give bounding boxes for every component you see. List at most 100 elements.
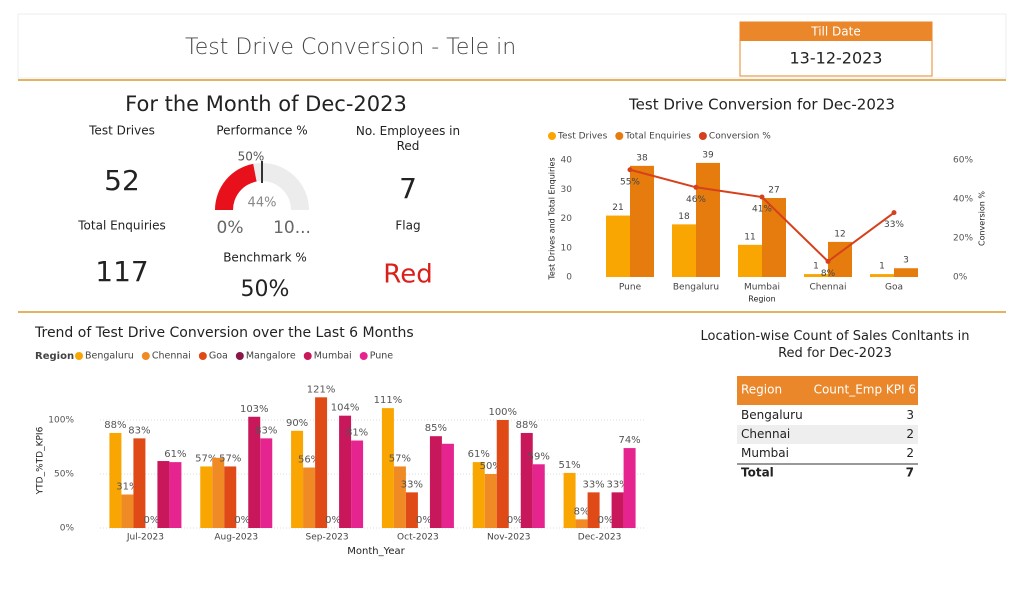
bar [762, 198, 786, 277]
y-tick-label: 30 [561, 185, 573, 195]
x-tick-label: Oct-2023 [397, 533, 439, 543]
data-label: 74% [618, 435, 640, 446]
bar [472, 462, 485, 528]
kpi-label: Benchmark % [223, 251, 307, 265]
x-tick-label: Chennai [810, 283, 847, 293]
legend-label: Bengaluru [85, 351, 134, 362]
legend-label: Goa [209, 351, 228, 362]
bar [870, 274, 894, 277]
legend-marker [615, 132, 624, 140]
data-label: 103% [240, 404, 269, 415]
bar [121, 494, 134, 528]
bar [484, 474, 497, 528]
page-title: Test Drive Conversion - Tele in [185, 35, 516, 60]
bar [157, 461, 170, 528]
x-tick-label: Pune [619, 283, 642, 293]
x-axis-title: Region [748, 295, 775, 304]
data-label: 11 [744, 232, 755, 242]
table-header-cell: Count_Emp KPI 6 [814, 383, 916, 397]
bar [441, 443, 454, 528]
data-label: 81% [346, 428, 368, 439]
data-label: 59% [528, 451, 550, 462]
x-tick-label: Jul-2023 [126, 533, 164, 543]
bar [563, 472, 576, 528]
data-label: 55% [620, 177, 640, 187]
data-label: 0% [507, 515, 523, 526]
bar [496, 420, 509, 528]
data-label: 104% [331, 403, 360, 414]
legend-marker [75, 352, 83, 360]
data-label: 56% [298, 455, 320, 466]
bar [696, 162, 720, 277]
data-label: 100% [488, 407, 517, 418]
data-label: 61% [164, 449, 186, 460]
y2-tick-label: 0% [953, 273, 968, 283]
data-label: 31% [116, 482, 138, 493]
data-label: 33% [401, 479, 423, 490]
bar [260, 438, 273, 528]
bar [804, 274, 828, 277]
bar [587, 492, 600, 528]
line-point [693, 184, 699, 190]
legend-label: Pune [370, 351, 394, 362]
y-tick-label: 0% [60, 524, 75, 534]
chart-title: Performance % [216, 124, 307, 138]
data-label: 88% [104, 420, 126, 431]
table-cell: Chennai [741, 427, 790, 441]
data-label: 57% [195, 453, 217, 464]
legend-label: Conversion % [709, 132, 771, 142]
bar [339, 415, 352, 528]
x-axis-title: Month_Year [347, 546, 405, 557]
bar [630, 165, 654, 277]
bar [429, 436, 442, 528]
date-box-band [740, 22, 932, 41]
data-label: 33% [582, 479, 604, 490]
data-label: 3 [903, 256, 909, 266]
gauge-value [215, 163, 257, 210]
legend-label: Mumbai [314, 351, 352, 362]
table-header [737, 376, 918, 405]
table-cell: 2 [906, 446, 914, 460]
x-tick-label: Mumbai [744, 283, 780, 293]
date-value: 13-12-2023 [790, 49, 883, 68]
x-tick-label: Nov-2023 [487, 533, 530, 543]
table-title: Location-wise Count of Sales Conltants i… [700, 329, 970, 361]
table-cell: 2 [906, 427, 914, 441]
x-tick-label: Aug-2023 [214, 533, 258, 543]
bar [200, 466, 213, 528]
line-point [891, 210, 897, 216]
bar [133, 438, 146, 528]
data-label: 83% [255, 425, 277, 436]
legend-title: Region [35, 351, 74, 362]
data-label: 21 [612, 203, 623, 213]
y2-axis-title: Conversion % [978, 191, 987, 246]
table-cell: Mumbai [741, 446, 789, 460]
data-label: 0% [416, 515, 432, 526]
kpi-label: Test Drives [88, 124, 155, 138]
legend-marker [548, 132, 556, 140]
gauge-target-label: 50% [238, 150, 265, 164]
bar [606, 215, 630, 277]
y-tick-label: 50% [54, 470, 74, 480]
bar [393, 466, 406, 528]
data-label: 90% [286, 418, 308, 429]
bar [532, 464, 545, 528]
data-label: 1 [879, 262, 885, 272]
data-label: 8% [574, 506, 590, 517]
y2-tick-label: 20% [953, 234, 973, 244]
bar [520, 432, 533, 528]
kpi-label: Total Enquiries [77, 219, 166, 233]
bar [303, 467, 316, 528]
data-label: 51% [558, 460, 580, 471]
kpi-value: 117 [95, 255, 148, 288]
legend-label: Total Enquiries [624, 132, 691, 142]
x-tick-label: Dec-2023 [578, 533, 622, 543]
flag-value: Red [383, 260, 432, 290]
table-cell: Bengaluru [741, 408, 803, 422]
kpi-value: 7 [399, 172, 417, 205]
data-label: 46% [686, 195, 706, 205]
bar [381, 408, 394, 528]
bar [109, 432, 122, 528]
y-tick-label: 20 [561, 214, 573, 224]
